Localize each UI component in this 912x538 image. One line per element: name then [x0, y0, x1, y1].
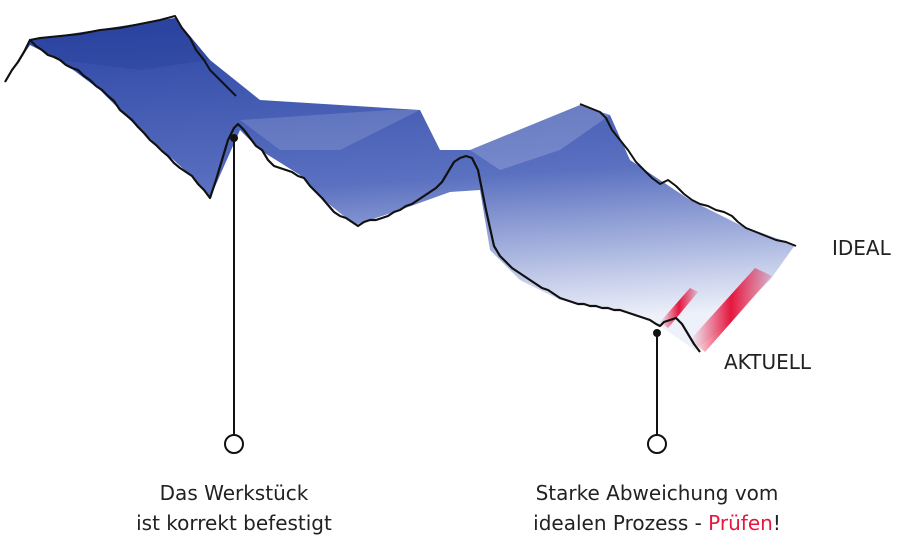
callout-left-pin — [224, 134, 244, 454]
callout-right-line1: Starke Abweichung vom — [535, 481, 779, 505]
ideal-ridge — [29, 15, 237, 97]
callout-right-line2: idealen Prozess - Prüfen! — [487, 508, 827, 538]
callout-right-highlight: Prüfen — [708, 511, 773, 535]
callout-right-line2-suffix: ! — [772, 511, 781, 535]
actual-ridge — [579, 103, 797, 247]
ideal-curve — [4, 38, 701, 353]
ribbon-surface — [5, 18, 795, 350]
callout-left-line2: ist korrekt befestigt — [136, 511, 332, 535]
callout-right-line2-prefix: idealen Prozess - — [533, 511, 709, 535]
callout-right-pin — [647, 329, 667, 454]
ideal-label: IDEAL — [832, 236, 891, 260]
callout-left-text: Das Werkstück ist korrekt befestigt — [124, 478, 344, 538]
callout-left-line1: Das Werkstück — [159, 481, 309, 505]
actual-label: AKTUELL — [724, 350, 812, 374]
callout-right-text: Starke Abweichung vom idealen Prozess - … — [487, 478, 827, 538]
deviation-highlight — [660, 268, 772, 352]
